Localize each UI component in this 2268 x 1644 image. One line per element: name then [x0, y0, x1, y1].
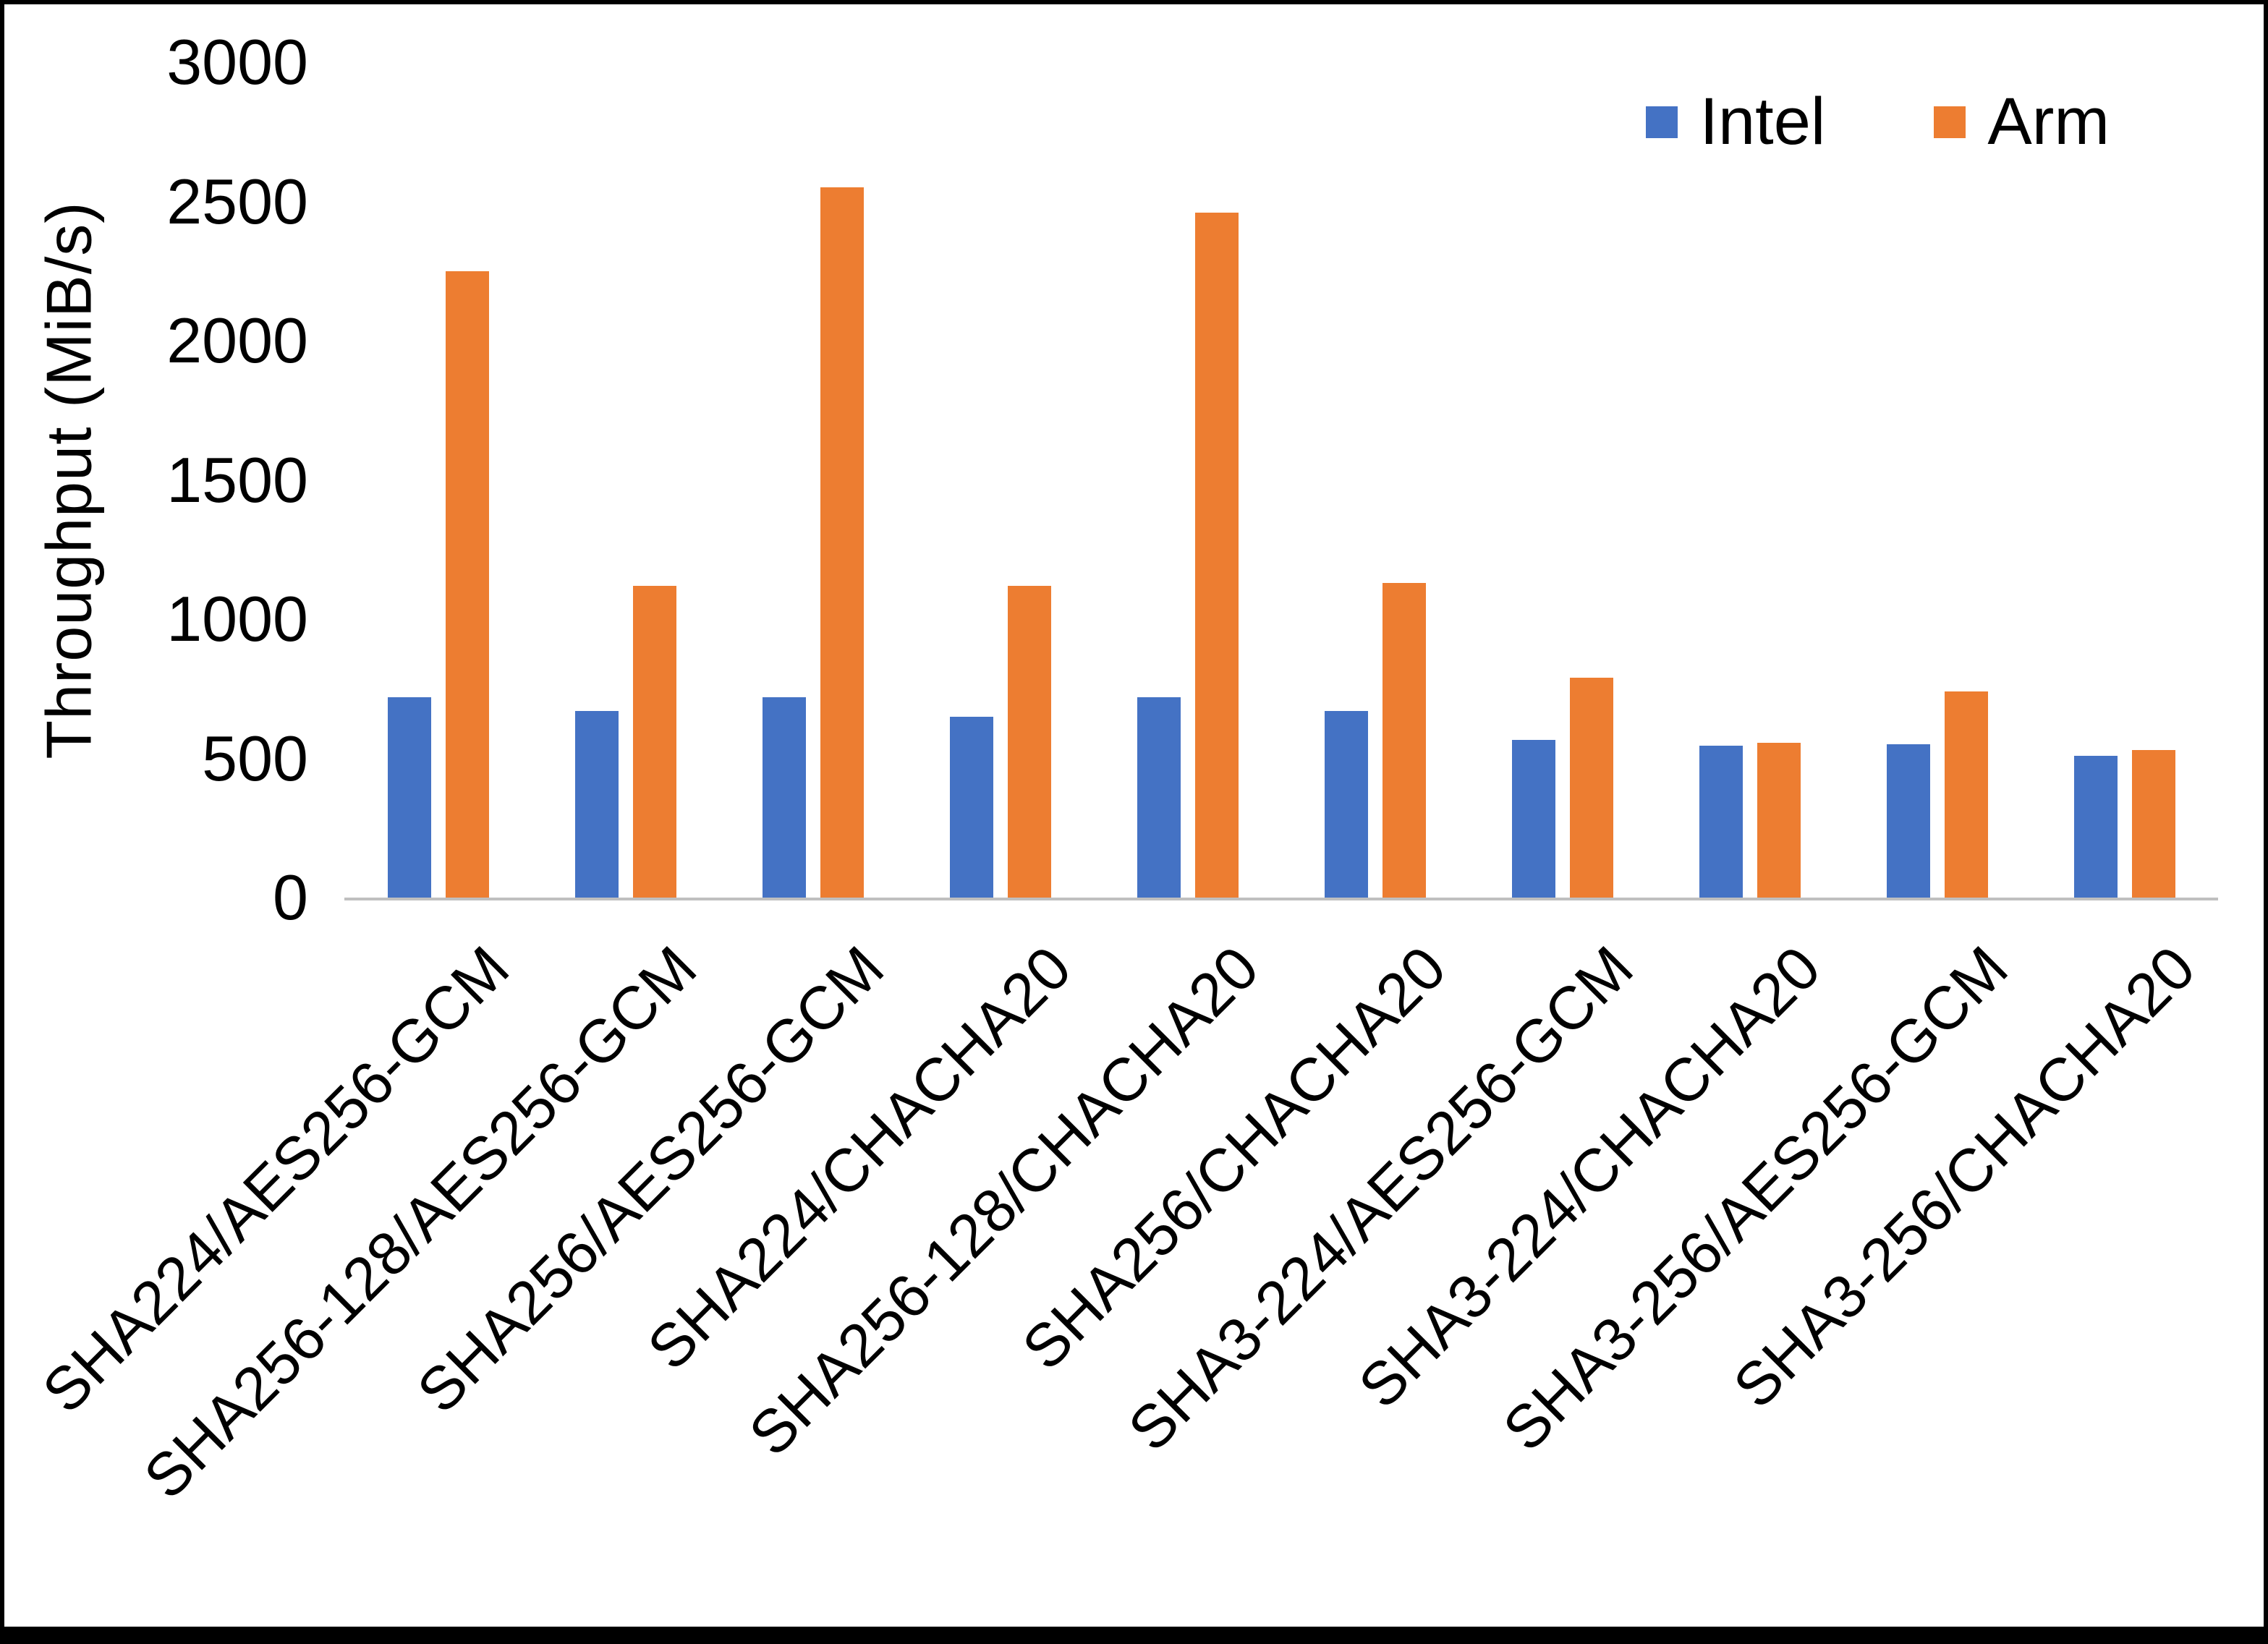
bar-intel: [1886, 744, 1930, 898]
bar-arm: [445, 271, 489, 898]
y-tick-label: 500: [202, 722, 308, 794]
x-axis-labels: SHA224/AES256-GCM SHA256-128/AES256-GCM SH…: [30, 916, 2218, 1610]
bar-arm: [1007, 585, 1051, 898]
bar-intel: [387, 697, 431, 898]
legend-label: Arm: [1987, 85, 2110, 158]
y-tick-label: 1000: [166, 583, 308, 655]
bar-group: [344, 62, 532, 898]
y-tick-label: 2000: [166, 304, 308, 376]
bar-group: [719, 62, 906, 898]
bar-arm: [632, 585, 676, 898]
bars-layer: [344, 62, 2218, 898]
bar-arm: [1569, 677, 1613, 898]
legend-item-arm: Arm: [1934, 84, 2110, 160]
bar-intel: [949, 716, 993, 898]
bar-intel: [1324, 711, 1368, 898]
bar-intel: [1137, 697, 1181, 898]
y-tick-label: 0: [273, 861, 308, 933]
bar-intel: [2073, 755, 2118, 898]
bar-arm: [1757, 743, 1801, 898]
legend-item-intel: Intel: [1646, 84, 1825, 160]
bar-intel: [1699, 746, 1743, 898]
bar-group: [1656, 62, 1843, 898]
y-axis-tick-labels: 0 500 1000 1500 2000 2500 3000: [4, 30, 308, 929]
y-tick-label: 2500: [166, 165, 308, 237]
legend-label: Intel: [1699, 85, 1826, 158]
bar-intel: [574, 711, 619, 898]
bar-intel: [1511, 740, 1555, 898]
bar-group: [906, 62, 1094, 898]
bar-arm: [1944, 691, 1988, 898]
bar-group: [1843, 62, 2031, 898]
bar-group: [2031, 62, 2218, 898]
bar-arm: [1382, 582, 1426, 898]
legend: Intel Arm: [1646, 84, 2110, 160]
bar-arm: [2131, 749, 2175, 898]
bar-group: [1281, 62, 1469, 898]
bar-group: [532, 62, 719, 898]
bar-arm: [820, 187, 864, 898]
bar-group: [1469, 62, 1656, 898]
bar-arm: [1194, 212, 1239, 898]
y-tick-label: 3000: [166, 26, 308, 98]
legend-swatch-intel: [1646, 106, 1678, 138]
bar-group: [1094, 62, 1281, 898]
plot-area: Intel Arm: [344, 62, 2218, 900]
legend-swatch-arm: [1934, 106, 1966, 138]
bar-intel: [762, 697, 806, 898]
y-tick-label: 1500: [166, 443, 308, 516]
